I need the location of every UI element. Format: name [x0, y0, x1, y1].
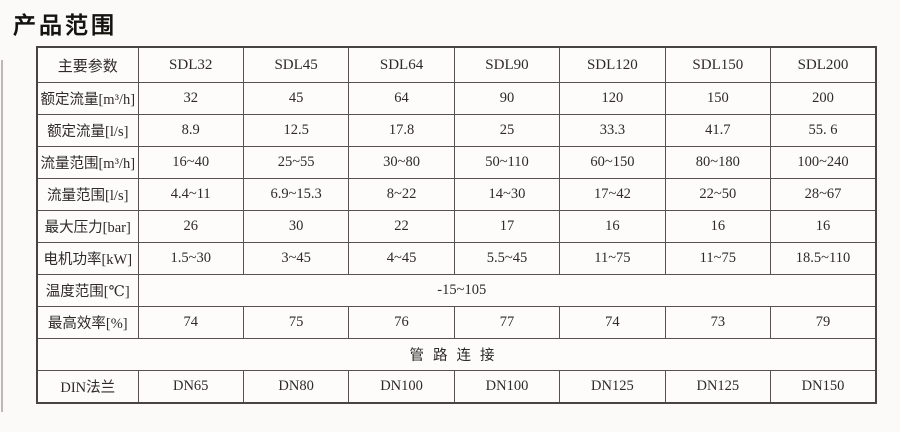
- table-row-max-pressure: 最大压力[bar] 26 30 22 17 16 16 16: [36, 210, 877, 243]
- value-cell: 18.5~110: [770, 242, 877, 275]
- value-cell: 3~45: [242, 242, 350, 275]
- table-row-rated-flow-ls: 额定流量[l/s] 8.9 12.5 17.8 25 33.3 41.7 55.…: [36, 114, 877, 147]
- value-cell: 30~80: [348, 146, 455, 179]
- value-cell: 28~67: [770, 178, 877, 211]
- value-cell: 33.3: [559, 114, 666, 147]
- scan-artifact-line: [1, 60, 3, 412]
- value-cell: 32: [137, 82, 244, 115]
- table-row-max-efficiency: 最高效率[%] 74 75 76 77 74 73 79: [36, 306, 877, 339]
- row-label: 电机功率[kW]: [36, 242, 139, 275]
- table-row-flow-range-ls: 流量范围[l/s] 4.4~11 6.9~15.3 8~22 14~30 17~…: [36, 178, 877, 211]
- value-cell: 77: [453, 306, 561, 339]
- value-cell: 80~180: [664, 146, 772, 179]
- value-cell: 150: [664, 82, 772, 115]
- value-cell: 17~42: [559, 178, 666, 211]
- value-cell: 12.5: [242, 114, 350, 147]
- row-label: 额定流量[l/s]: [36, 114, 139, 147]
- model-header-cell: SDL120: [559, 46, 666, 83]
- value-cell: 16: [559, 210, 666, 243]
- value-cell: 11~75: [664, 242, 772, 275]
- value-cell: 16: [664, 210, 772, 243]
- value-cell: DN125: [664, 370, 772, 404]
- merged-value: -15~105: [437, 282, 487, 298]
- value-cell: DN150: [770, 370, 877, 404]
- value-cell: 45: [242, 82, 350, 115]
- value-cell: 200: [770, 82, 877, 115]
- model-header-cell: SDL150: [664, 46, 772, 83]
- value-cell: 90: [453, 82, 561, 115]
- value-cell: 64: [348, 82, 455, 115]
- model-header-cell: SDL200: [770, 46, 877, 83]
- value-cell: 76: [348, 306, 455, 339]
- value-cell: 4~45: [348, 242, 455, 275]
- row-label: 流量范围[l/s]: [36, 178, 139, 211]
- row-label: DIN法兰: [36, 370, 139, 404]
- value-cell: 14~30: [453, 178, 561, 211]
- table-row-motor-power: 电机功率[kW] 1.5~30 3~45 4~45 5.5~45 11~75 1…: [36, 242, 877, 275]
- model-header-cell: SDL64: [348, 46, 455, 83]
- value-cell: 41.7: [664, 114, 772, 147]
- value-cell: 4.4~11: [137, 178, 244, 211]
- table-row-rated-flow-m3h: 额定流量[m³/h] 32 45 64 90 120 150 200: [36, 82, 877, 115]
- row-label: 最高效率[%]: [36, 306, 139, 339]
- value-cell: DN65: [137, 370, 244, 404]
- row-label: 流量范围[m³/h]: [36, 146, 139, 179]
- value-cell: 22: [348, 210, 455, 243]
- value-cell: 16: [770, 210, 877, 243]
- model-header-cell: SDL45: [242, 46, 350, 83]
- row-label: 额定流量[m³/h]: [36, 82, 139, 115]
- value-cell: 22~50: [664, 178, 772, 211]
- value-cell: 6.9~15.3: [242, 178, 350, 211]
- value-cell: 50~110: [453, 146, 561, 179]
- param-header-cell: 主要参数: [36, 46, 139, 83]
- value-cell: 75: [242, 306, 350, 339]
- model-header-cell: SDL90: [453, 46, 561, 83]
- table-row-din-flange: DIN法兰 DN65 DN80 DN100 DN100 DN125 DN125 …: [36, 370, 877, 404]
- value-cell: 17.8: [348, 114, 455, 147]
- merged-value-cell: -15~105: [137, 274, 877, 307]
- value-cell: 5.5~45: [453, 242, 561, 275]
- value-cell: 25: [453, 114, 561, 147]
- value-cell: 79: [770, 306, 877, 339]
- model-header-cell: SDL32: [137, 46, 244, 83]
- value-cell: 60~150: [559, 146, 666, 179]
- value-cell: 55. 6: [770, 114, 877, 147]
- value-cell: 11~75: [559, 242, 666, 275]
- value-cell: 100~240: [770, 146, 877, 179]
- table-header-row: 主要参数 SDL32 SDL45 SDL64 SDL90 SDL120 SDL1…: [36, 46, 877, 83]
- value-cell: 17: [453, 210, 561, 243]
- value-cell: 8~22: [348, 178, 455, 211]
- value-cell: DN100: [453, 370, 561, 404]
- value-cell: 74: [559, 306, 666, 339]
- row-label: 温度范围[℃]: [36, 274, 139, 307]
- value-cell: 74: [137, 306, 244, 339]
- value-cell: DN80: [242, 370, 350, 404]
- table-row-pipe-connection: 管路连接: [36, 338, 877, 371]
- value-cell: 120: [559, 82, 666, 115]
- row-label: 最大压力[bar]: [36, 210, 139, 243]
- value-cell: 73: [664, 306, 772, 339]
- value-cell: 16~40: [137, 146, 244, 179]
- page-title: 产品范围: [13, 12, 117, 38]
- product-range-table: 主要参数 SDL32 SDL45 SDL64 SDL90 SDL120 SDL1…: [36, 46, 877, 404]
- value-cell: 25~55: [242, 146, 350, 179]
- section-header-cell: 管路连接: [36, 338, 877, 371]
- value-cell: DN125: [559, 370, 666, 404]
- table-row-flow-range-m3h: 流量范围[m³/h] 16~40 25~55 30~80 50~110 60~1…: [36, 146, 877, 179]
- value-cell: 30: [242, 210, 350, 243]
- value-cell: 8.9: [137, 114, 244, 147]
- value-cell: DN100: [348, 370, 455, 404]
- value-cell: 26: [137, 210, 244, 243]
- value-cell: 1.5~30: [137, 242, 244, 275]
- table-row-temperature-range: 温度范围[℃] -15~105: [36, 274, 877, 307]
